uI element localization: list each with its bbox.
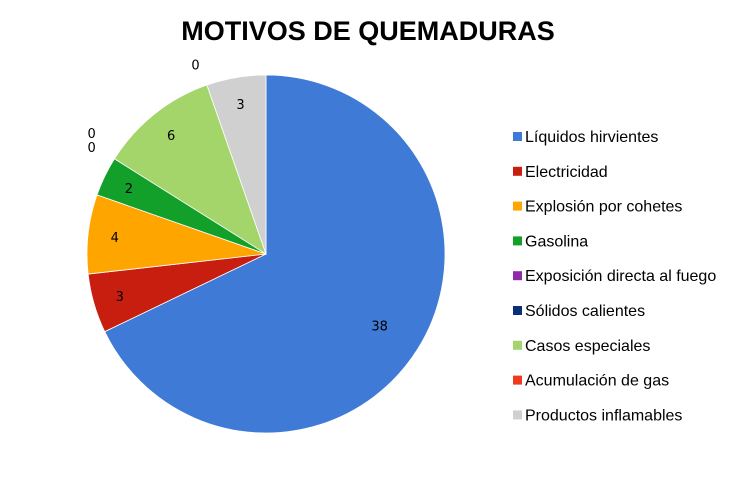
data-label-exposicion-directa-al-fuego: 0 xyxy=(88,141,96,156)
legend-item-explosion-por-cohetes: Explosión por cohetes xyxy=(513,199,682,216)
legend-swatch xyxy=(513,271,522,281)
legend-item-casos-especiales: Casos especiales xyxy=(513,338,650,355)
data-label-productos-inflamables: 3 xyxy=(236,98,244,113)
legend-label: Exposición directa al fuego xyxy=(525,268,716,285)
pie-slice-liquidos-hirvientes xyxy=(104,74,446,434)
pie-slice-casos-especiales xyxy=(113,84,267,255)
legend-label: Líquidos hirvientes xyxy=(525,129,658,146)
data-label-explosion-por-cohetes: 4 xyxy=(111,231,119,246)
legend-label: Gasolina xyxy=(525,233,588,250)
data-label-liquidos-hirvientes: 38 xyxy=(371,319,388,334)
legend-swatch xyxy=(513,410,522,420)
legend: Líquidos hirvientes Electricidad Explosión… xyxy=(513,129,716,424)
pie-slices xyxy=(86,74,446,434)
legend-swatch xyxy=(513,340,522,350)
legend-item-gasolina: Gasolina xyxy=(513,233,588,250)
legend-label: Explosión por cohetes xyxy=(525,199,682,216)
legend-label: Acumulación de gas xyxy=(525,373,669,390)
data-label-gasolina: 2 xyxy=(125,182,133,197)
legend-swatch xyxy=(513,375,522,385)
data-label-solidos-calientes: 0 xyxy=(88,127,96,142)
legend-item-acumulacion-de-gas: Acumulación de gas xyxy=(513,373,669,390)
legend-swatch xyxy=(513,201,522,211)
legend-label: Electricidad xyxy=(525,164,608,181)
data-label-casos-especiales: 6 xyxy=(167,129,175,144)
legend-item-productos-inflamables: Productos inflamables xyxy=(513,407,682,424)
chart-title: MOTIVOS DE QUEMADURAS xyxy=(181,16,555,46)
data-label-acumulacion-de-gas: 0 xyxy=(191,58,199,73)
legend-item-solidos-calientes: Sólidos calientes xyxy=(513,303,645,320)
legend-item-electricidad: Electricidad xyxy=(513,164,608,181)
legend-label: Sólidos calientes xyxy=(525,303,645,320)
legend-swatch xyxy=(513,132,522,141)
data-label-electricidad: 3 xyxy=(116,290,124,305)
legend-item-exposicion-directa-al-fuego: Exposición directa al fuego xyxy=(513,268,716,285)
legend-label: Casos especiales xyxy=(525,338,650,355)
legend-label: Productos inflamables xyxy=(525,407,682,424)
legend-swatch xyxy=(513,236,522,246)
legend-item-liquidos-hirvientes: Líquidos hirvientes xyxy=(513,129,658,146)
legend-swatch xyxy=(513,166,522,176)
pie-slice-productos-inflamables xyxy=(206,74,267,255)
legend-swatch xyxy=(513,306,522,315)
